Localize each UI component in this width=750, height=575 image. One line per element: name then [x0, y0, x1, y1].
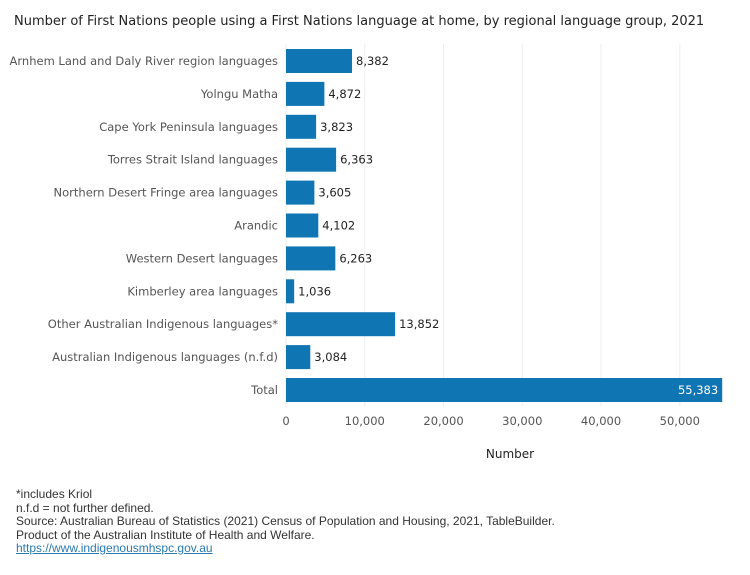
- category-label: Other Australian Indigenous languages*: [48, 317, 278, 331]
- value-label: 6,363: [340, 153, 373, 167]
- value-label: 8,382: [356, 54, 389, 68]
- category-label: Kimberley area languages: [127, 284, 278, 298]
- bar: [286, 312, 396, 337]
- x-tick-label: 50,000: [660, 414, 700, 428]
- category-label: Cape York Peninsula languages: [99, 120, 278, 134]
- category-label: Arandic: [234, 219, 278, 233]
- product-note: Product of the Australian Institute of H…: [16, 527, 315, 542]
- category-label: Yolngu Matha: [200, 87, 278, 101]
- category-labels: Arnhem Land and Daly River region langua…: [10, 54, 279, 397]
- bar: [286, 378, 723, 402]
- bars: [286, 49, 723, 402]
- value-label: 3,823: [320, 120, 353, 134]
- category-label: Arnhem Land and Daly River region langua…: [10, 54, 278, 68]
- bar-chart: Arnhem Land and Daly River region langua…: [10, 44, 723, 461]
- value-label: 4,872: [328, 87, 361, 101]
- x-axis-title: Number: [486, 447, 534, 461]
- value-label: 55,383: [678, 383, 718, 397]
- bar: [286, 279, 295, 304]
- footnote-kriol: *includes Kriol: [16, 487, 93, 501]
- bar: [286, 114, 317, 139]
- category-label: Northern Desert Fringe area languages: [54, 186, 278, 200]
- bar: [286, 81, 325, 106]
- value-label: 4,102: [322, 219, 355, 233]
- category-label: Western Desert languages: [126, 251, 278, 265]
- bar: [286, 49, 353, 73]
- source-note: Source: Australian Bureau of Statistics …: [16, 514, 555, 528]
- value-label: 1,036: [298, 284, 331, 298]
- source-link[interactable]: https://www.indigenousmhspc.gov.au: [16, 541, 213, 555]
- category-label: Total: [250, 383, 278, 397]
- x-tick-label: 30,000: [502, 414, 542, 428]
- x-tick-label: 0: [282, 414, 289, 428]
- bar: [286, 345, 311, 370]
- category-label: Torres Strait Island languages: [107, 153, 278, 167]
- value-label: 3,084: [314, 350, 347, 364]
- category-label: Australian Indigenous languages (n.f.d): [52, 350, 278, 364]
- bar: [286, 213, 319, 238]
- x-tick-label: 40,000: [581, 414, 621, 428]
- chart-notes: *includes Kriol n.f.d = not further defi…: [16, 487, 555, 556]
- x-axis-ticks: 0 10,000 20,000 30,000 40,000 50,000: [282, 414, 700, 428]
- value-label: 13,852: [399, 317, 439, 331]
- footnote-nfd: n.f.d = not further defined.: [16, 500, 154, 515]
- value-label: 3,605: [318, 186, 351, 200]
- bar: [286, 147, 337, 172]
- x-tick-label: 10,000: [345, 414, 385, 428]
- bar: [286, 246, 336, 271]
- value-label: 6,263: [339, 251, 372, 265]
- x-tick-label: 20,000: [423, 414, 463, 428]
- chart-title: Number of First Nations people using a F…: [14, 14, 705, 29]
- bar: [286, 180, 315, 205]
- value-labels: 8,382 4,872 3,823 6,363 3,605 4,102 6,263 1,036…: [298, 54, 718, 397]
